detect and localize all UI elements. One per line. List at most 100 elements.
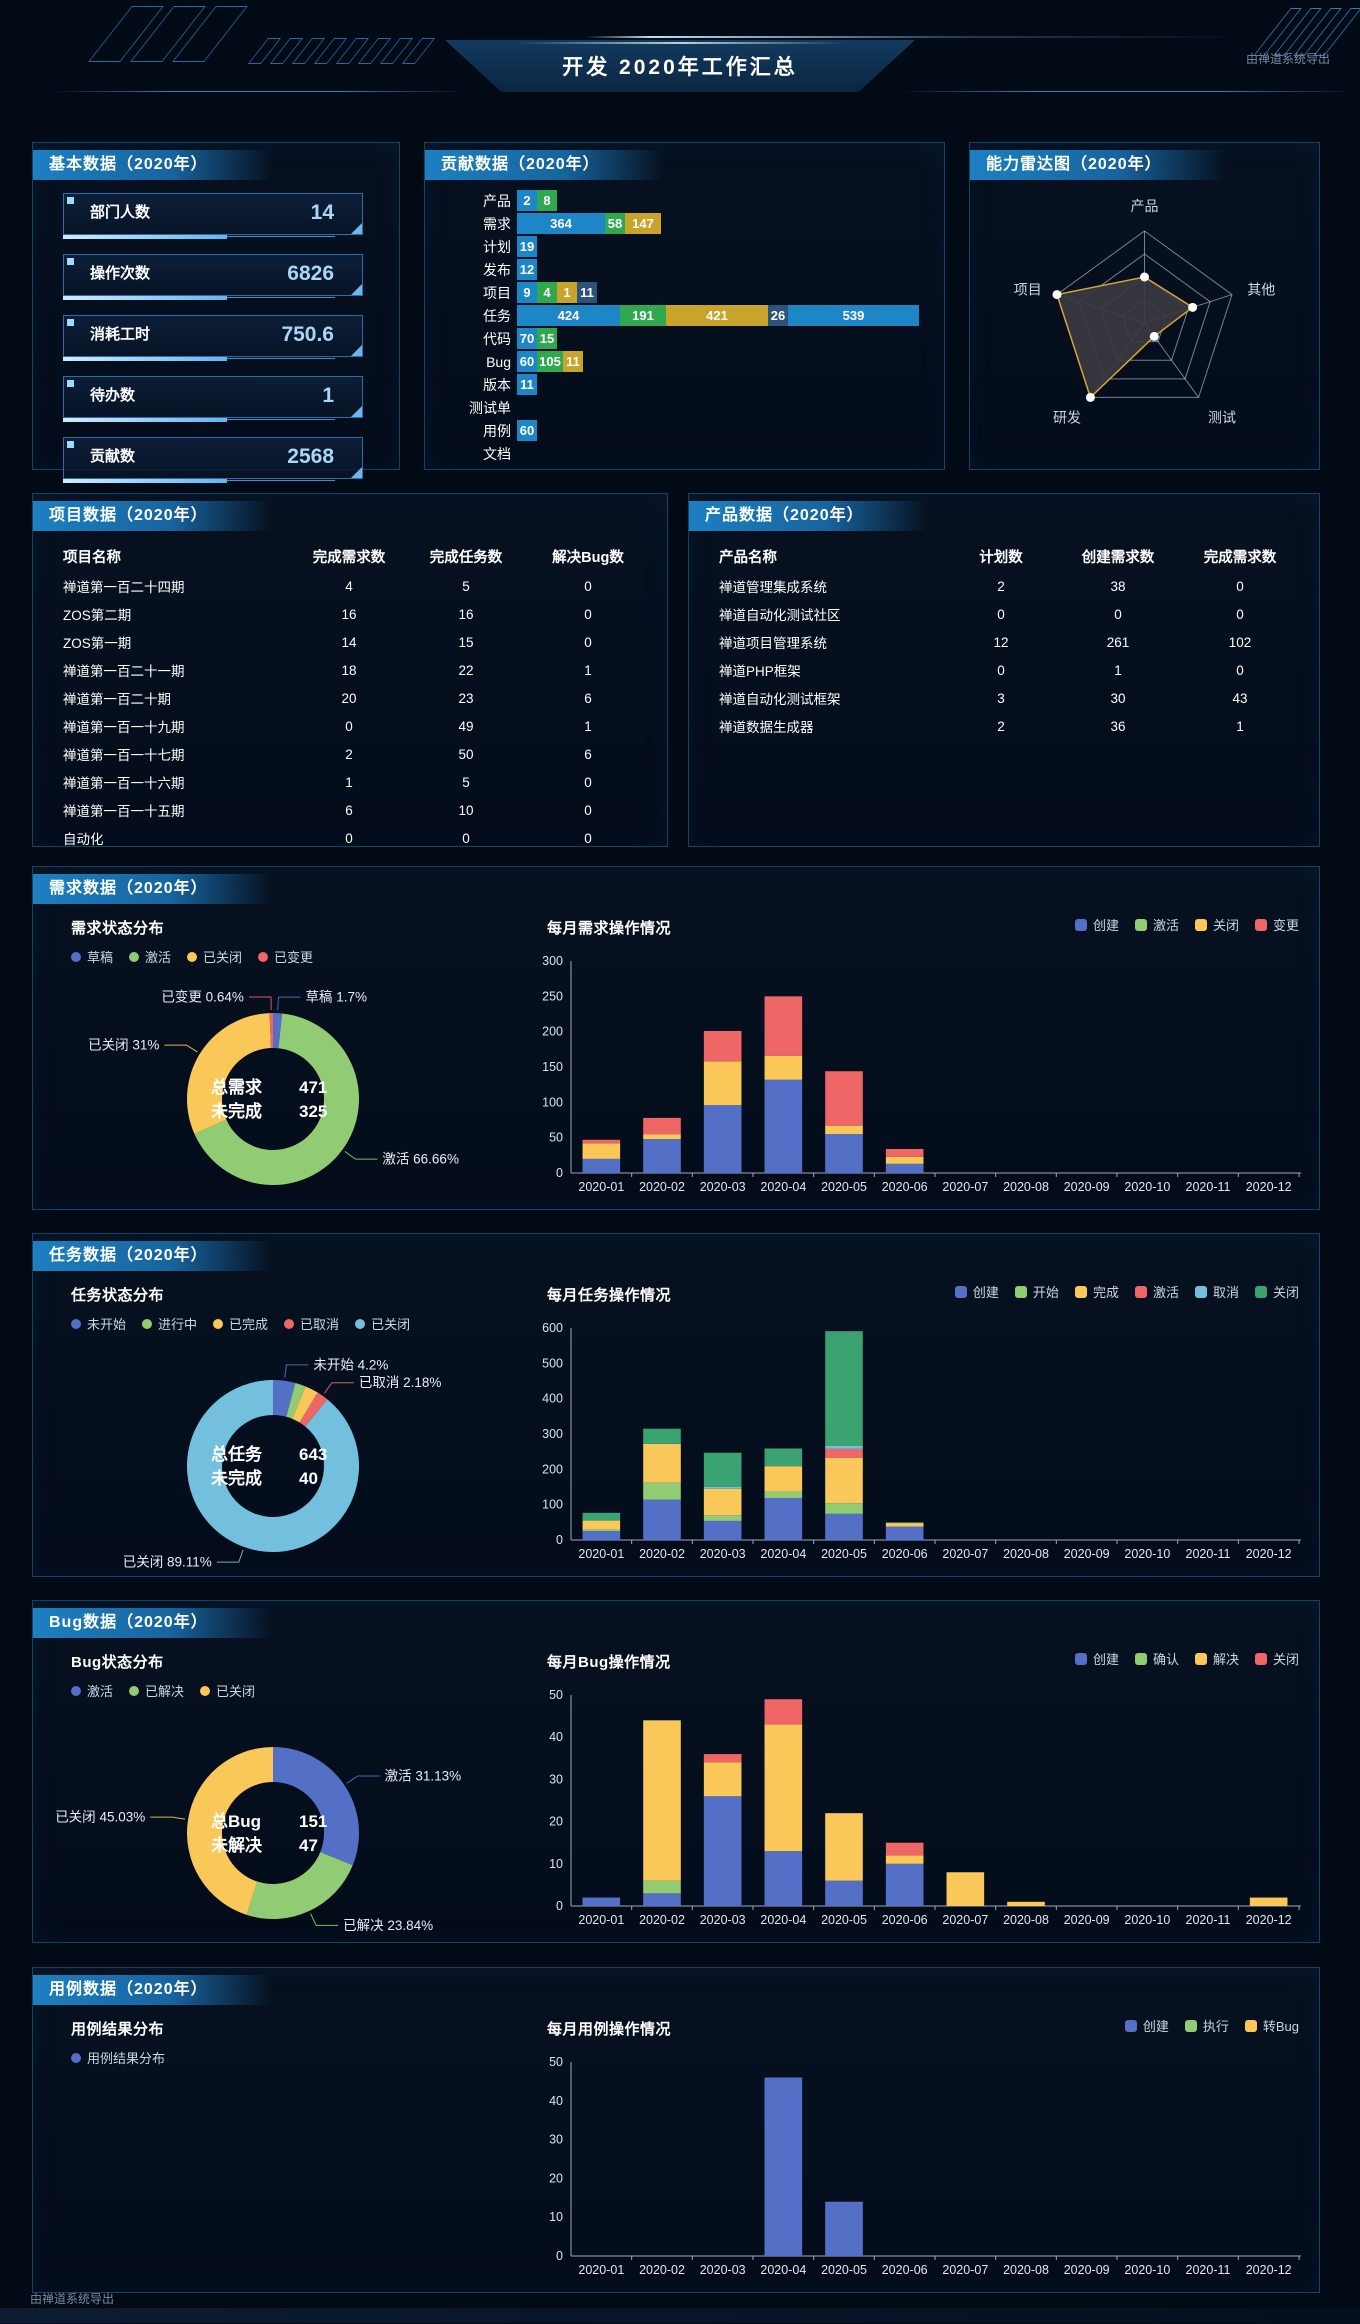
- panel-title-badge: 项目数据（2020年）: [33, 501, 272, 531]
- y-tick-label: 20: [549, 2171, 563, 2185]
- bar-segment: [885, 1163, 924, 1173]
- row-name: 禅道第一百一十七期: [63, 748, 185, 763]
- cell-value: 43: [1232, 690, 1248, 706]
- cell-value: 261: [1106, 634, 1130, 650]
- case-result-area: 用例结果分布 用例结果分布: [33, 2004, 533, 2292]
- contribution-row: 文档: [425, 442, 936, 465]
- x-tick-label: 2020-12: [1246, 2263, 1292, 2277]
- bar-chart-svg: 0 50 100 150 200 250 300 2020-01 2020-02 2020-03 2…: [542, 954, 1301, 1194]
- legend-item: 草稿: [71, 947, 113, 966]
- cell-value: 0: [1236, 578, 1244, 594]
- legend-label: 创建: [1142, 2019, 1169, 2034]
- y-tick-label: 250: [542, 989, 563, 1003]
- cell-value: 23: [458, 690, 474, 706]
- radar-axis-label: 测试: [1208, 409, 1236, 425]
- bar-segment: [764, 1466, 803, 1492]
- legend-item: 执行: [1184, 2016, 1229, 2035]
- story-status-donut: 草稿 1.7% 激活 66.66% 已关闭 31% 已变更 0.64% 总需求 471 未完…: [39, 981, 539, 1223]
- row-name: 禅道第一百一十九期: [63, 720, 185, 735]
- legend-label: 执行: [1202, 2019, 1229, 2034]
- bar-segment: [643, 1134, 681, 1140]
- column-header: 计划数: [979, 549, 1023, 566]
- kpi-item: 操作次数 6826: [63, 254, 363, 300]
- bar-segment: [703, 1520, 742, 1540]
- chart-subtitle: 任务状态分布: [71, 1287, 165, 1304]
- bar-segment: [1007, 1901, 1045, 1906]
- x-tick-label: 2020-06: [882, 2263, 928, 2277]
- contribution-row-label: 版本: [483, 376, 511, 393]
- bar-segment: 8: [537, 190, 557, 211]
- x-tick-label: 2020-06: [882, 1547, 928, 1561]
- bar-segment: [643, 1880, 681, 1894]
- cell-value: 50: [458, 746, 474, 762]
- legend-swatch: [142, 1318, 153, 1329]
- row-name: 禅道第一百二十一期: [63, 664, 185, 679]
- bar-segment: [885, 1842, 924, 1856]
- x-tick-label: 2020-08: [1003, 1913, 1049, 1927]
- legend-item: 确认: [1134, 1649, 1179, 1668]
- bar-segment: [825, 2201, 863, 2256]
- bar-segment: [825, 1446, 863, 1449]
- donut-slice: [273, 1747, 359, 1866]
- cell-value: 0: [345, 830, 353, 846]
- legend-item: 已解决: [129, 1681, 184, 1700]
- donut-center-label: 总任务: [211, 1444, 263, 1464]
- bar-segment: [885, 1522, 924, 1524]
- project-table: 项目名称 完成需求数 完成任务数 解决Bug数 禅道第一百二十四期 4 5 0 ZOS第二期 16…: [51, 540, 649, 852]
- contribution-row: 版本 11: [425, 373, 936, 396]
- donut-slice: [187, 1380, 359, 1552]
- legend-item: 开始: [1014, 1282, 1059, 1301]
- cell-value: 30: [1110, 690, 1126, 706]
- panel-capability-radar: 能力雷达图（2020年） 产品 其他 测试 研发 项目: [969, 142, 1320, 470]
- donut-center-label: 总Bug: [211, 1811, 261, 1831]
- cell-value: 0: [584, 606, 592, 622]
- bar-segment: [703, 1754, 742, 1763]
- bar-segment: [825, 1331, 863, 1447]
- x-tick-label: 2020-11: [1186, 1180, 1231, 1194]
- bar-segment: [582, 1512, 621, 1521]
- bar-segment: [764, 1699, 803, 1725]
- kpi-label: 贡献数: [90, 448, 136, 465]
- donut-svg: 草稿 1.7% 激活 66.66% 已关闭 31% 已变更 0.64% 总需求 471 未完…: [88, 990, 459, 1185]
- radar-axis-label: 其他: [1247, 282, 1275, 298]
- y-tick-label: 40: [549, 1730, 563, 1744]
- donut-center-value: 643: [299, 1445, 327, 1464]
- legend-label: 解决: [1212, 1652, 1239, 1667]
- panel-contribution-data: 贡献数据（2020年） 产品 2 8 需求 364 58 147 计划 19 发布 12 项目 9 4 1 1…: [424, 142, 945, 470]
- column-header: 完成需求数: [1203, 549, 1277, 566]
- x-tick-label: 2020-02: [639, 1180, 685, 1194]
- x-tick-label: 2020-09: [1064, 1913, 1110, 1927]
- contribution-row-label: Bug: [486, 353, 511, 370]
- cell-value: 5: [462, 578, 470, 594]
- cell-value: 0: [584, 634, 592, 650]
- bar-segment: [582, 1143, 621, 1159]
- x-tick-label: 2020-08: [1003, 1547, 1049, 1561]
- cell-value: 14: [341, 634, 357, 650]
- x-tick-label: 2020-03: [700, 2263, 746, 2277]
- contribution-row: Bug 60 105 11: [425, 350, 936, 373]
- legend-swatch: [71, 1685, 81, 1696]
- radar-axis-label: 研发: [1053, 409, 1081, 425]
- cell-value: 0: [997, 606, 1005, 622]
- table-row: 禅道第一百二十期 20 23 6: [51, 684, 649, 712]
- donut-slice: [292, 1386, 318, 1423]
- bar-segment: 60: [517, 420, 537, 441]
- legend-item: 用例结果分布: [71, 2048, 165, 2067]
- bar-segment: 191: [620, 305, 666, 326]
- bar-segment: [643, 1443, 681, 1483]
- bar-segment: [885, 1855, 924, 1864]
- legend-swatch: [129, 1685, 140, 1696]
- bar-segment: 12: [517, 259, 537, 280]
- contribution-row: 任务 424 191 421 26 539: [425, 304, 936, 327]
- header-line-right: [905, 91, 1345, 92]
- bar-segment: [703, 1488, 742, 1516]
- donut-callout-label: 已关闭 45.03%: [55, 1810, 145, 1825]
- legend-swatch: [1074, 1285, 1087, 1298]
- legend-label: 已关闭: [203, 950, 243, 965]
- donut-center-value: 47: [299, 1836, 318, 1855]
- legend-label: 已解决: [145, 1684, 185, 1699]
- chart-subtitle: 用例结果分布: [71, 2021, 165, 2038]
- donut-center-label: 未解决: [210, 1835, 263, 1855]
- contribution-row-label: 项目: [483, 284, 511, 301]
- bar-segment: [885, 1156, 924, 1164]
